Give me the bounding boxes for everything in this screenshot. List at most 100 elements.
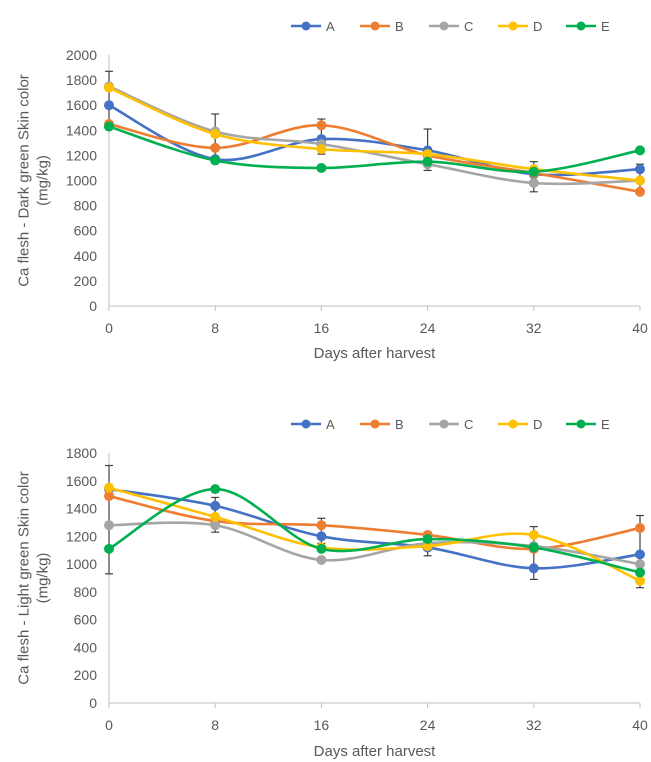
legend-marker-D — [508, 419, 518, 429]
series-line-D — [108, 86, 641, 182]
y-tick-label: 1200 — [66, 147, 97, 163]
y-tick-label: 600 — [74, 612, 98, 628]
y-tick-label: 0 — [89, 695, 97, 711]
data-point-E — [635, 567, 645, 578]
x-tick-label: 16 — [314, 320, 330, 336]
data-point-D — [104, 482, 114, 493]
legend-label-E: E — [601, 417, 610, 432]
series-line-C — [108, 85, 641, 186]
x-axis-title: Days after harvest — [314, 743, 437, 760]
data-point-E — [104, 543, 114, 554]
legend-label-C: C — [464, 19, 473, 34]
data-point-E — [210, 484, 221, 495]
data-point-B — [104, 491, 114, 502]
data-point-A — [210, 500, 221, 511]
legend-label-D: D — [533, 417, 542, 432]
legend-marker-D — [508, 21, 518, 31]
y-tick-label: 600 — [74, 223, 98, 239]
series-line-E — [108, 487, 641, 574]
x-tick-label: 0 — [105, 717, 113, 733]
data-point-C — [104, 520, 114, 531]
y-tick-label: 200 — [74, 667, 98, 683]
data-point-B — [210, 142, 221, 153]
data-point-C — [316, 554, 327, 565]
data-point-B — [316, 520, 327, 531]
y-tick-label: 800 — [74, 198, 98, 214]
legend-marker-A — [301, 21, 311, 31]
data-point-A — [104, 100, 114, 111]
y-tick-label: 1600 — [66, 473, 97, 489]
y-tick-label: 1000 — [66, 173, 97, 189]
data-point-E — [528, 542, 539, 553]
x-axis-title: Days after harvest — [314, 345, 437, 362]
legend-marker-B — [370, 419, 380, 429]
data-point-E — [422, 534, 433, 545]
x-tick-label: 32 — [526, 320, 542, 336]
data-point-B — [316, 120, 327, 131]
series-line-E — [108, 125, 641, 174]
data-point-E — [422, 156, 433, 167]
y-tick-label: 800 — [74, 584, 98, 600]
x-tick-label: 16 — [314, 717, 330, 733]
data-point-D — [635, 175, 645, 186]
data-point-B — [635, 523, 645, 533]
legend-marker-C — [439, 419, 449, 429]
legend-label-A: A — [326, 19, 335, 34]
y-tick-label: 400 — [74, 639, 98, 655]
y-tick-label: 2000 — [66, 47, 97, 63]
y-tick-label: 200 — [74, 273, 98, 289]
y-tick-label: 1000 — [66, 556, 97, 572]
x-tick-label: 0 — [105, 320, 113, 336]
data-point-E — [104, 121, 114, 132]
data-point-D — [210, 511, 221, 522]
data-point-C — [528, 178, 539, 189]
data-point-E — [316, 543, 327, 554]
data-point-A — [528, 563, 539, 574]
data-point-E — [635, 145, 645, 156]
legend-marker-C — [439, 21, 449, 31]
y-tick-label: 1400 — [66, 122, 97, 138]
legend-label-E: E — [601, 19, 610, 34]
x-tick-label: 24 — [420, 717, 436, 733]
light-green-chart: 0 200 400 600 800 1000 1200 1400 1600 1800 0 8 16 24 3… — [16, 417, 648, 760]
x-tick-label: 40 — [632, 717, 648, 733]
legend-marker-E — [576, 21, 586, 31]
y-axis-title: Ca flesh - Dark green Skin color (mg/kg) — [16, 74, 52, 287]
series-line-C — [108, 521, 641, 566]
data-point-A — [635, 164, 645, 175]
x-tick-label: 40 — [632, 320, 648, 336]
data-point-C — [210, 520, 221, 531]
data-point-E — [210, 155, 221, 166]
data-point-D — [635, 575, 645, 586]
series-line-B — [108, 122, 641, 194]
data-point-D — [528, 529, 539, 540]
y-tick-label: 1600 — [66, 97, 97, 113]
legend-marker-E — [576, 419, 586, 429]
x-tick-label: 32 — [526, 717, 542, 733]
data-point-D — [210, 129, 221, 140]
series-line-D — [108, 486, 641, 582]
y-tick-label: 1200 — [66, 528, 97, 544]
y-axis-title: Ca flesh - Light green Skin color (mg/kg) — [16, 471, 52, 684]
legend-label-C: C — [464, 417, 473, 432]
data-point-A — [316, 531, 327, 542]
y-tick-label: 1800 — [66, 445, 97, 461]
x-tick-label: 8 — [211, 320, 219, 336]
legend-label-B: B — [395, 417, 404, 432]
data-point-E — [528, 166, 539, 177]
legend-label-B: B — [395, 19, 404, 34]
data-point-D — [316, 144, 327, 155]
data-point-C — [635, 559, 645, 570]
data-point-B — [635, 186, 645, 197]
y-tick-label: 1800 — [66, 72, 97, 88]
series-line-A — [108, 487, 641, 570]
x-tick-label: 8 — [211, 717, 219, 733]
y-tick-label: 400 — [74, 248, 98, 264]
y-tick-label: 1400 — [66, 501, 97, 517]
legend-label-A: A — [326, 417, 335, 432]
legend-marker-B — [370, 21, 380, 31]
dark-green-chart: 0 200 400 600 800 1000 1200 1400 1600 1800 2000 0 8 1… — [16, 19, 648, 362]
y-tick-label: 0 — [89, 298, 97, 314]
legend-marker-A — [301, 419, 311, 429]
